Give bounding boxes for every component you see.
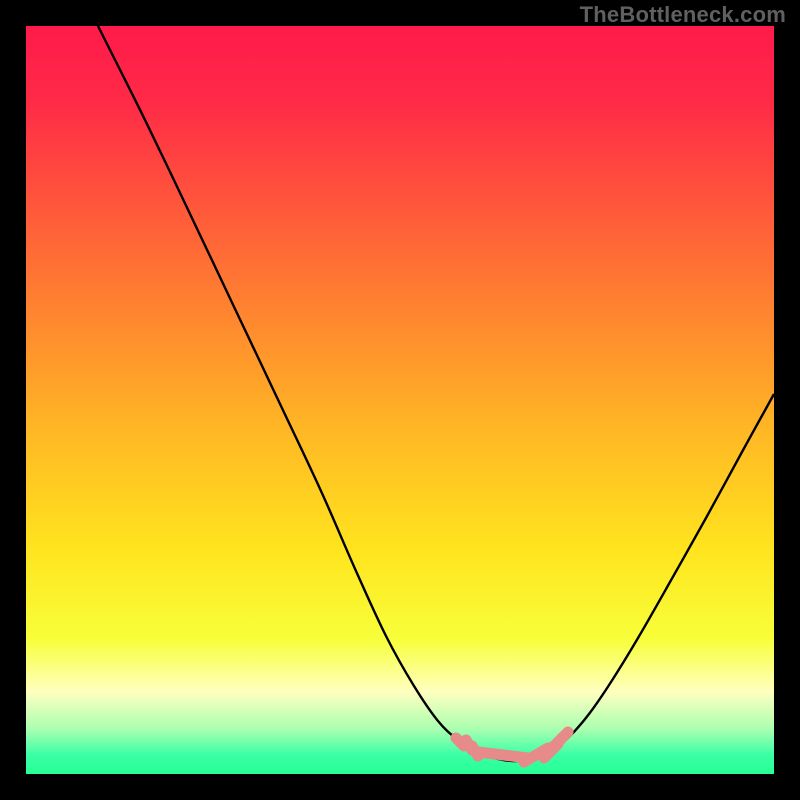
chart-container: TheBottleneck.com	[0, 0, 800, 800]
plot-area	[26, 26, 774, 774]
watermark-text: TheBottleneck.com	[580, 2, 786, 28]
plot-svg	[26, 26, 774, 774]
highlight-segment	[478, 752, 528, 758]
